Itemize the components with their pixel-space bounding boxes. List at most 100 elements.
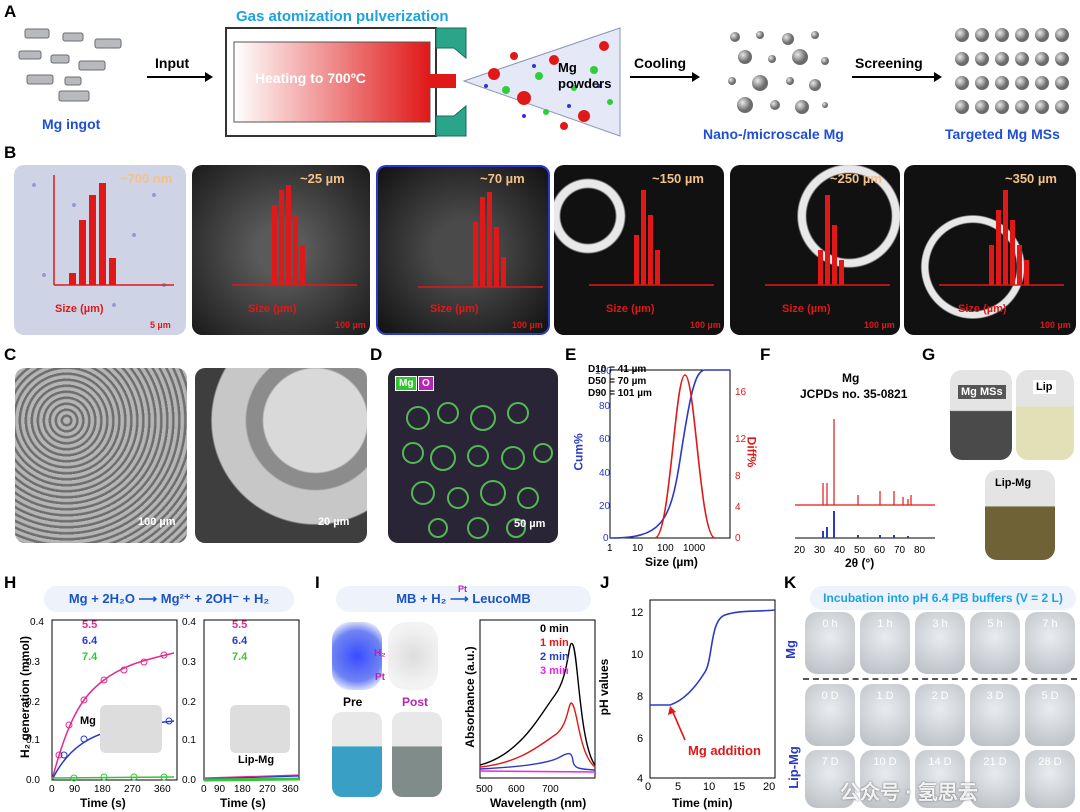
legend-ph-74: 7.4 bbox=[232, 651, 248, 663]
svg-text:0: 0 bbox=[201, 784, 207, 795]
h-lipmg-label: Lip-Mg bbox=[238, 754, 275, 766]
i-post-label: Post bbox=[402, 695, 429, 709]
i-pt-arrow: Pt bbox=[375, 672, 385, 683]
xrd-chart: 20 30 40 50 60 70 80 bbox=[794, 419, 935, 556]
mg-ingot-label: Mg ingot bbox=[42, 116, 101, 132]
d50-label: D50 = 70 µm bbox=[588, 376, 647, 387]
scale-1: 5 µm bbox=[150, 320, 171, 330]
c-scale-1: 100 µm bbox=[138, 516, 176, 528]
h-xlabel-2: Time (s) bbox=[220, 796, 266, 810]
b-xlabel-2: Size (µm) bbox=[248, 303, 297, 315]
svg-text:80: 80 bbox=[599, 401, 611, 412]
svg-text:10: 10 bbox=[632, 543, 644, 554]
k-vial-grid: 0 h 1 h 3 h 5 h 7 h 0 D 1 D 2 D 3 D 5 D … bbox=[803, 610, 1077, 810]
svg-text:180: 180 bbox=[94, 784, 111, 795]
k-r1-0: 0 h bbox=[822, 618, 838, 630]
h-legend-right: 5.5 6.4 7.4 bbox=[232, 617, 247, 665]
h-xlabel-1: Time (s) bbox=[80, 796, 126, 810]
sem-tile-350um bbox=[904, 165, 1076, 335]
vial-lip-mg bbox=[985, 470, 1055, 560]
panel-label-j: J bbox=[600, 573, 610, 592]
svg-text:20: 20 bbox=[794, 545, 806, 556]
k-mg-label: Mg bbox=[782, 640, 798, 659]
svg-text:0.0: 0.0 bbox=[182, 775, 196, 786]
panel-label-f: F bbox=[760, 345, 771, 364]
k-r1-2: 3 h bbox=[932, 618, 948, 630]
svg-text:100: 100 bbox=[595, 366, 612, 377]
svg-text:20: 20 bbox=[599, 501, 611, 512]
legend-o: O bbox=[418, 376, 434, 391]
panel-label-k: K bbox=[784, 573, 797, 592]
svg-text:0.2: 0.2 bbox=[182, 697, 196, 708]
h-ylabel: H₂ generation (mmol) bbox=[18, 636, 32, 759]
g-label-lip: Lip bbox=[1033, 380, 1056, 394]
legend-ph-64: 6.4 bbox=[232, 635, 248, 647]
panel-label-b: B bbox=[4, 143, 17, 162]
k-r1-3: 5 h bbox=[987, 618, 1003, 630]
svg-text:12: 12 bbox=[735, 434, 747, 445]
sem-image-c1 bbox=[15, 368, 187, 543]
panel-label-e: E bbox=[565, 345, 577, 364]
size-label-6: ~350 µm bbox=[1005, 171, 1057, 186]
f-title-1: Mg bbox=[842, 371, 860, 385]
d90-label: D90 = 101 µm bbox=[588, 388, 652, 399]
arrow-icon bbox=[852, 72, 942, 82]
k-r3-3: 21 D bbox=[983, 756, 1007, 768]
heating-label: Heating to 700ºC bbox=[255, 70, 366, 86]
i-pt-top: Pt bbox=[458, 584, 467, 594]
h-mg-label: Mg bbox=[80, 715, 96, 727]
k-r3-2: 14 D bbox=[928, 756, 952, 768]
d10-label: D10 = 41 µm bbox=[588, 364, 647, 375]
e-ylabel-left: Cum% bbox=[571, 433, 586, 471]
svg-text:60: 60 bbox=[599, 434, 611, 445]
legend-ph-74: 7.4 bbox=[82, 651, 98, 663]
svg-text:20: 20 bbox=[763, 781, 775, 793]
vial-mg-ms bbox=[950, 370, 1012, 460]
panel-label-d: D bbox=[370, 345, 383, 364]
sem-tile-150um bbox=[554, 165, 724, 335]
svg-text:700: 700 bbox=[542, 784, 559, 795]
b-xlabel-6: Size (µm) bbox=[958, 303, 1007, 315]
scale-5: 100 µm bbox=[864, 320, 895, 330]
svg-text:8: 8 bbox=[735, 471, 741, 482]
i-legend: 0 min 1 min 2 min 3 min bbox=[540, 622, 569, 678]
legend-3min: 3 min bbox=[540, 665, 569, 677]
b-xlabel-5: Size (µm) bbox=[782, 303, 831, 315]
svg-text:270: 270 bbox=[124, 784, 141, 795]
watermark: 公众号 · 氢思云 bbox=[840, 782, 978, 804]
g-label-mgms: Mg MSs bbox=[958, 385, 1006, 399]
sem-tile-700nm bbox=[14, 165, 186, 335]
size-label-1: ~700 nm bbox=[120, 171, 173, 186]
i-xlabel: Wavelength (nm) bbox=[490, 796, 587, 810]
eds-map bbox=[388, 368, 558, 543]
i-equation: MB + H₂ ⟶ LeucoMB bbox=[336, 586, 591, 612]
nano-particles-illustration bbox=[728, 31, 829, 114]
svg-text:90: 90 bbox=[214, 784, 226, 795]
svg-text:0.1: 0.1 bbox=[26, 735, 40, 746]
legend-1min: 1 min bbox=[540, 637, 569, 649]
leucomb-molecule bbox=[388, 622, 438, 690]
panel-label-h: H bbox=[4, 573, 17, 592]
svg-text:6: 6 bbox=[637, 733, 643, 745]
svg-text:70: 70 bbox=[894, 545, 906, 556]
svg-text:5: 5 bbox=[675, 781, 681, 793]
svg-text:4: 4 bbox=[637, 773, 643, 785]
mb-molecule bbox=[332, 622, 382, 690]
svg-text:0.4: 0.4 bbox=[30, 617, 44, 628]
atomizer-diagram bbox=[225, 27, 621, 137]
svg-text:0.4: 0.4 bbox=[182, 617, 196, 628]
svg-text:50: 50 bbox=[854, 545, 866, 556]
b-xlabel-1: Size (µm) bbox=[55, 303, 104, 315]
sem-tile-70um bbox=[376, 165, 550, 335]
k-title: Incubation into pH 6.4 PB buffers (V = 2… bbox=[810, 586, 1076, 610]
svg-text:90: 90 bbox=[69, 784, 81, 795]
k-r2-2: 2 D bbox=[931, 690, 949, 702]
legend-mg: Mg bbox=[395, 376, 418, 391]
i-pre-label: Pre bbox=[343, 695, 363, 709]
ph-chart: 12 10 8 6 4 0 5 10 15 20 bbox=[631, 599, 776, 793]
svg-text:180: 180 bbox=[234, 784, 251, 795]
size-label-4: ~150 µm bbox=[652, 171, 704, 186]
svg-text:0: 0 bbox=[49, 784, 55, 795]
svg-text:0: 0 bbox=[645, 781, 651, 793]
